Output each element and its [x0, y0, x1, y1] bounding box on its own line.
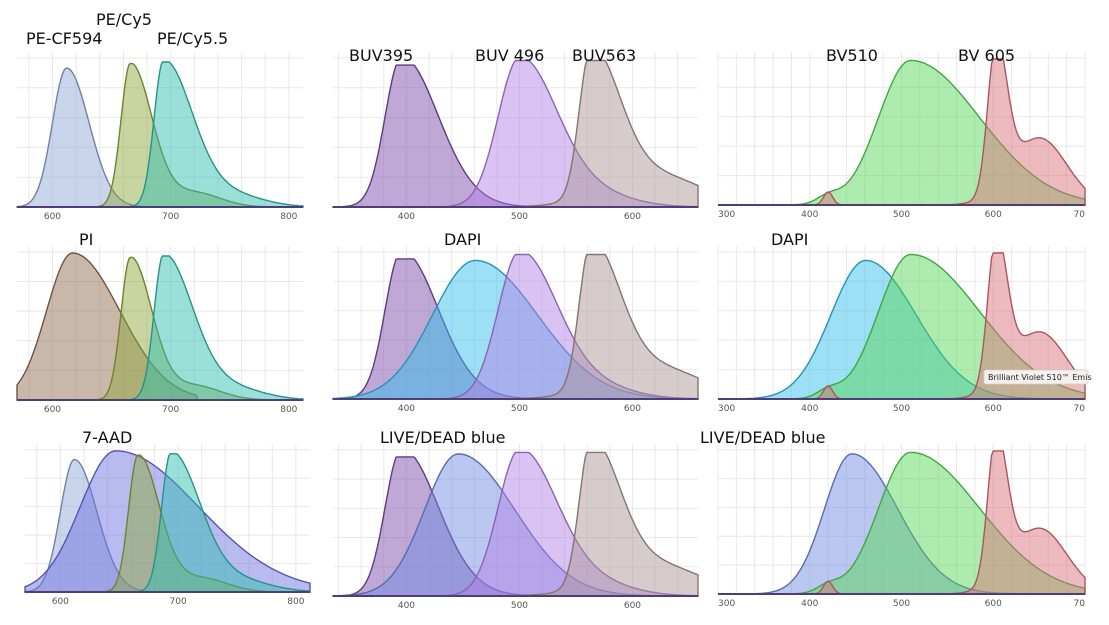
- label-buv563: BUV563: [572, 46, 636, 65]
- x-tick-label: 300: [718, 404, 735, 414]
- label-dapi-right: DAPI: [771, 230, 808, 249]
- panel-2-1: 600 700 800: [16, 246, 304, 415]
- hover-tooltip: [983, 369, 1089, 385]
- x-tick-label: 600: [44, 212, 61, 222]
- panel-1-2: 400 500 600: [332, 52, 699, 222]
- panel-2-3: 300 400 500 600 70 Brilliant Violet 510™ Emis: [717, 246, 1092, 414]
- hover-tooltip-text: Brilliant Violet 510™ Emis: [988, 373, 1092, 382]
- x-tick-label: 600: [52, 597, 69, 607]
- label-pe-cy5: PE/Cy5: [96, 10, 152, 29]
- x-tick-label: 600: [624, 404, 641, 414]
- x-tick-label: 300: [718, 210, 735, 220]
- panel-1-1: 600 700 800: [16, 52, 304, 222]
- label-buv395: BUV395: [349, 46, 413, 65]
- x-tick-label: 700: [170, 597, 187, 607]
- series-dapi-area: [332, 259, 699, 400]
- series-7-aad-area: [24, 450, 311, 593]
- grid: [717, 444, 1086, 594]
- x-tick-label: 500: [893, 404, 910, 414]
- grid: [333, 52, 698, 207]
- label-pi: PI: [79, 230, 93, 249]
- x-tick-label: 600: [985, 210, 1002, 220]
- grid: [717, 52, 1086, 205]
- panel-2-2: 400 500 600: [332, 246, 699, 414]
- panel-3-3: 300 400 500 600 70: [717, 444, 1086, 609]
- label-livedead-right: LIVE/DEAD blue: [700, 428, 825, 447]
- label-dapi-center: DAPI: [444, 230, 481, 249]
- x-tick-label: 70: [1074, 404, 1086, 414]
- label-7aad: 7-AAD: [82, 428, 132, 447]
- label-buv496: BUV 496: [475, 46, 544, 65]
- x-tick-label: 800: [287, 597, 304, 607]
- x-tick-label: 400: [398, 212, 415, 222]
- panel-1-3: 300 400 500 600 70: [717, 52, 1086, 220]
- x-tick-label: 400: [801, 210, 818, 220]
- x-tick-label: 500: [893, 599, 910, 609]
- grid: [17, 246, 303, 400]
- x-tick-label: 70: [1074, 210, 1086, 220]
- x-tick-label: 500: [511, 404, 528, 414]
- x-tick-label: 500: [511, 212, 528, 222]
- panel-3-1: 600 700 800: [24, 444, 311, 607]
- label-pe-cf594: PE-CF594: [26, 29, 102, 48]
- x-tick-label: 600: [624, 212, 641, 222]
- x-tick-label: 500: [511, 601, 528, 611]
- x-tick-label: 800: [280, 212, 297, 222]
- x-tick-label: 70: [1074, 599, 1086, 609]
- x-tick-label: 500: [893, 210, 910, 220]
- x-tick-label: 700: [162, 405, 179, 415]
- x-tick-label: 600: [985, 404, 1002, 414]
- label-pe-cy5-5: PE/Cy5.5: [157, 29, 228, 48]
- x-tick-label: 300: [718, 599, 735, 609]
- label-livedead-center: LIVE/DEAD blue: [380, 428, 505, 447]
- panel-3-2: 400 500 600: [332, 444, 699, 611]
- x-tick-label: 600: [985, 599, 1002, 609]
- grid: [333, 246, 698, 399]
- label-bv605: BV 605: [958, 46, 1015, 65]
- x-tick-label: 600: [624, 601, 641, 611]
- x-tick-label: 400: [398, 601, 415, 611]
- x-tick-label: 700: [162, 212, 179, 222]
- x-tick-label: 400: [801, 599, 818, 609]
- x-tick-label: 400: [398, 404, 415, 414]
- x-tick-label: 800: [280, 405, 297, 415]
- grid: [333, 444, 698, 596]
- x-tick-label: 400: [801, 404, 818, 414]
- x-tick-label: 600: [44, 405, 61, 415]
- label-bv510: BV510: [826, 46, 878, 65]
